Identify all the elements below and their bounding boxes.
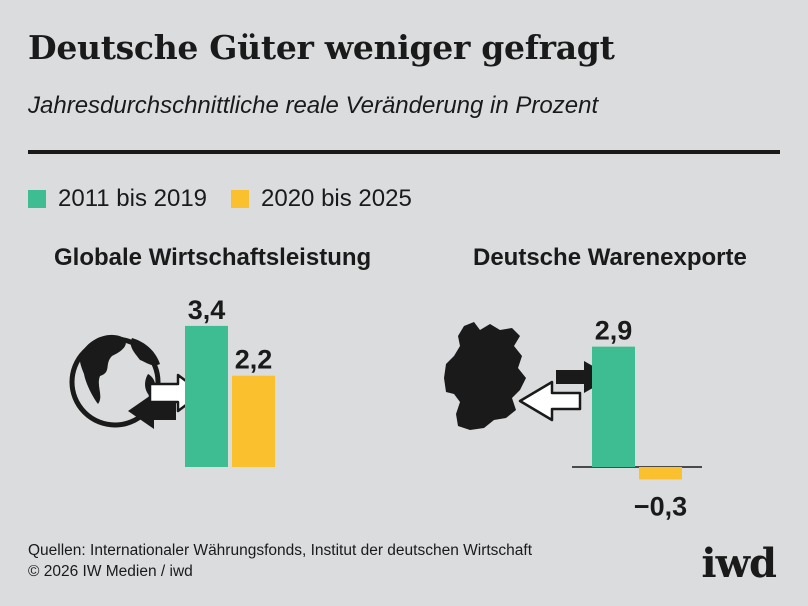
- chart-title: Deutsche Güter weniger gefragt: [28, 28, 615, 67]
- iwd-logo: iwd: [701, 540, 777, 587]
- legend-item-series2: 2020 bis 2025: [231, 185, 412, 213]
- data-label-global-series1: 3,4: [188, 295, 226, 325]
- legend-label-series2: 2020 bis 2025: [261, 185, 412, 212]
- chart-subtitle: Jahresdurchschnittliche reale Veränderun…: [28, 92, 599, 119]
- globe-exchange-icon: [69, 334, 204, 429]
- bar-global-series1: [185, 325, 228, 467]
- legend-swatch-series1: [28, 190, 46, 208]
- bar-exports-series2: [639, 467, 682, 480]
- data-label-exports-series1: 2,9: [595, 316, 633, 346]
- data-label-exports-series2: −0,3: [634, 491, 687, 521]
- footer-copyright: © 2026 IW Medien / iwd: [28, 563, 193, 580]
- legend-item-series1: 2011 bis 2019: [28, 185, 207, 213]
- footer-sources: Quellen: Internationaler Währungsfonds, …: [28, 542, 533, 559]
- title-divider: [28, 150, 780, 154]
- data-label-global-series2: 2,2: [235, 345, 273, 375]
- bar-global-series2: [232, 375, 275, 467]
- panel-title-global: Globale Wirtschaftsleistung: [54, 244, 372, 271]
- legend-swatch-series2: [231, 190, 250, 208]
- panel-title-exports: Deutsche Warenexporte: [473, 244, 747, 271]
- legend-label-series1: 2011 bis 2019: [58, 185, 208, 212]
- legend: 2011 bis 2019 2020 bis 2025: [28, 185, 436, 213]
- bar-exports-series1: [592, 346, 635, 467]
- germany-map-icon: [444, 322, 612, 430]
- footer: Quellen: Internationaler Währungsfonds, …: [28, 540, 532, 582]
